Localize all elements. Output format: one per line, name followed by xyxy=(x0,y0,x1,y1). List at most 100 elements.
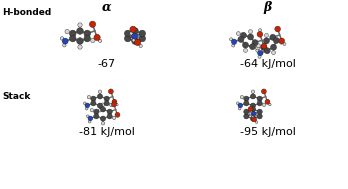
Circle shape xyxy=(84,102,86,105)
Circle shape xyxy=(139,35,145,42)
Circle shape xyxy=(254,113,257,116)
Circle shape xyxy=(116,103,118,106)
Circle shape xyxy=(97,94,103,99)
Circle shape xyxy=(249,112,252,115)
Circle shape xyxy=(108,89,113,94)
Circle shape xyxy=(262,103,266,107)
Circle shape xyxy=(232,44,235,47)
Circle shape xyxy=(275,26,280,32)
Circle shape xyxy=(261,89,266,94)
Circle shape xyxy=(231,39,237,44)
Circle shape xyxy=(265,99,270,104)
Circle shape xyxy=(250,116,256,121)
Circle shape xyxy=(133,33,137,37)
Circle shape xyxy=(89,21,96,27)
Circle shape xyxy=(65,29,69,34)
Circle shape xyxy=(134,39,141,46)
Circle shape xyxy=(113,100,115,102)
Circle shape xyxy=(94,34,100,41)
Circle shape xyxy=(111,102,116,107)
Circle shape xyxy=(252,116,254,118)
Circle shape xyxy=(98,109,102,112)
Circle shape xyxy=(88,120,91,123)
Circle shape xyxy=(244,114,249,119)
Circle shape xyxy=(107,114,112,119)
Circle shape xyxy=(98,39,102,43)
Circle shape xyxy=(264,48,270,54)
Circle shape xyxy=(78,45,82,49)
Text: Stack: Stack xyxy=(2,92,30,101)
Circle shape xyxy=(243,42,248,48)
Circle shape xyxy=(256,46,260,50)
Circle shape xyxy=(84,30,90,37)
Circle shape xyxy=(238,103,243,108)
Circle shape xyxy=(250,44,255,50)
Circle shape xyxy=(63,43,66,47)
Circle shape xyxy=(261,43,267,49)
Circle shape xyxy=(248,107,253,112)
Circle shape xyxy=(230,38,233,41)
Circle shape xyxy=(261,44,267,50)
Circle shape xyxy=(94,114,99,119)
Text: β: β xyxy=(264,1,272,14)
Circle shape xyxy=(139,44,142,48)
Circle shape xyxy=(283,43,286,45)
Circle shape xyxy=(98,90,102,93)
Circle shape xyxy=(264,33,268,37)
Circle shape xyxy=(270,44,277,50)
Circle shape xyxy=(107,109,112,114)
Text: H-bonded: H-bonded xyxy=(2,8,51,17)
Circle shape xyxy=(252,117,256,122)
Text: α: α xyxy=(102,1,112,14)
Circle shape xyxy=(257,31,263,37)
Circle shape xyxy=(85,107,88,110)
Circle shape xyxy=(100,107,106,112)
Circle shape xyxy=(77,28,83,34)
Circle shape xyxy=(263,38,269,44)
Circle shape xyxy=(112,116,116,120)
Circle shape xyxy=(84,35,90,42)
Circle shape xyxy=(244,48,247,52)
Circle shape xyxy=(279,40,283,44)
Circle shape xyxy=(91,38,95,43)
Circle shape xyxy=(101,122,105,125)
Circle shape xyxy=(62,38,68,44)
Circle shape xyxy=(104,101,109,106)
Circle shape xyxy=(87,95,90,99)
Circle shape xyxy=(251,109,255,112)
Circle shape xyxy=(244,101,249,106)
Circle shape xyxy=(130,26,136,33)
Circle shape xyxy=(244,109,249,114)
Circle shape xyxy=(257,109,262,114)
Circle shape xyxy=(86,115,89,118)
Circle shape xyxy=(257,96,262,101)
Circle shape xyxy=(131,33,136,38)
Circle shape xyxy=(250,110,253,113)
Circle shape xyxy=(273,37,279,43)
Circle shape xyxy=(270,34,276,40)
Circle shape xyxy=(132,39,135,42)
Circle shape xyxy=(90,108,94,112)
Circle shape xyxy=(256,44,261,48)
Circle shape xyxy=(247,34,254,40)
Circle shape xyxy=(250,103,256,108)
Circle shape xyxy=(257,101,262,106)
Circle shape xyxy=(240,95,244,99)
Circle shape xyxy=(97,103,103,108)
Circle shape xyxy=(269,103,271,106)
Circle shape xyxy=(60,37,64,40)
Circle shape xyxy=(85,103,90,108)
Circle shape xyxy=(109,103,113,107)
Circle shape xyxy=(248,30,253,33)
Circle shape xyxy=(271,51,276,54)
Circle shape xyxy=(134,34,139,39)
Circle shape xyxy=(125,30,131,37)
Circle shape xyxy=(251,112,255,116)
Circle shape xyxy=(258,55,261,58)
Circle shape xyxy=(132,38,139,44)
Text: -64 kJ/mol: -64 kJ/mol xyxy=(240,59,296,69)
Circle shape xyxy=(101,103,105,106)
Circle shape xyxy=(69,30,76,37)
Circle shape xyxy=(238,107,241,110)
Circle shape xyxy=(258,50,263,56)
